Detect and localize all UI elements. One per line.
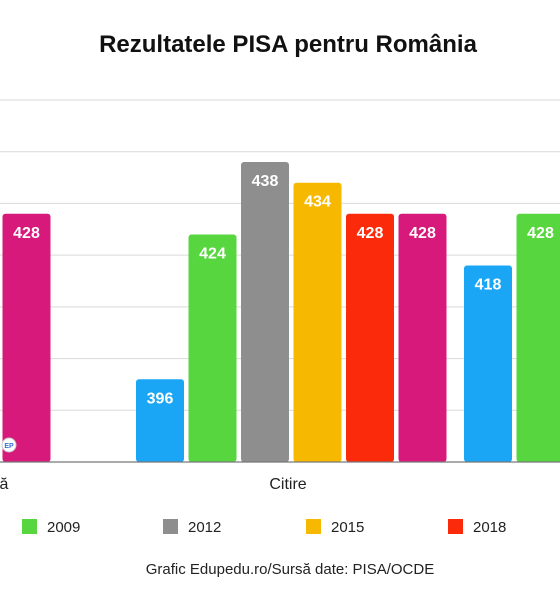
category-labels: ă Citire [0,476,307,493]
category-label: ă [0,476,9,493]
legend-item-2018: 2018 [448,519,506,536]
legend-swatch [22,519,37,534]
bar-value-label: 424 [199,245,226,262]
bar-value-label: 428 [527,225,554,242]
source-caption: Grafic Edupedu.ro/Sursă date: PISA/OCDE [146,561,434,578]
bar-2018-Citire [346,213,394,462]
legend-swatch [163,519,178,534]
legend-label: 2015 [331,519,364,536]
legend-item-2009: 2009 [22,519,80,536]
bar-value-label: 428 [357,225,384,242]
bar-2012-Citire [241,162,289,463]
legend-swatch [448,519,463,534]
bar-value-label: 428 [13,225,40,242]
svg-text:EP: EP [4,443,14,450]
bar-2009-Științe [516,213,560,462]
bars-group: 3964184244284384434430428428428EP [1,162,560,463]
bar-value-label: 396 [147,390,174,407]
watermark-badge: EP [1,437,17,453]
legend-item-2015: 2015 [306,519,364,536]
bar-2009-Citire [188,234,237,462]
bar-2015-Citire [293,182,342,462]
bar-value-label: 428 [409,225,436,242]
bar-2006-Citire [136,379,184,462]
legend: 2009 2012 2015 2018 [22,519,506,536]
legend-item-2012: 2012 [163,519,221,536]
legend-label: 2012 [188,519,221,536]
bar-2022-Citire [398,213,447,462]
chart-title: Rezultatele PISA pentru România [99,31,478,58]
legend-label: 2018 [473,519,506,536]
legend-label: 2009 [47,519,80,536]
bar-2022-Matematică [2,213,51,462]
bar-value-label: 438 [252,173,279,190]
category-label: Citire [269,476,306,493]
bar-2006-Științe [464,265,512,462]
legend-swatch [306,519,321,534]
bar-value-label: 418 [475,276,502,293]
bar-value-label: 434 [304,194,331,211]
